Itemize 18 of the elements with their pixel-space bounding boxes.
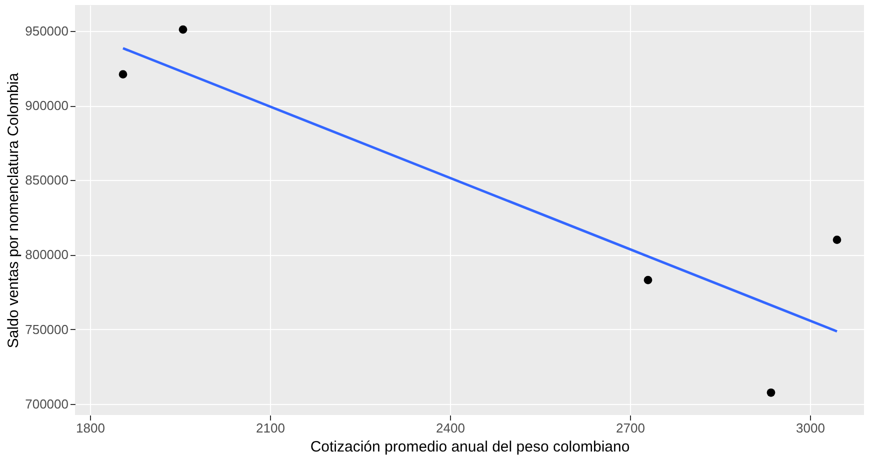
x-tick-label: 2400 xyxy=(436,420,465,436)
y-tick-label: 950000 xyxy=(25,24,68,39)
y-axis-title: Saldo ventas por nomenclatura Colombia xyxy=(5,72,22,348)
y-tick-label: 750000 xyxy=(25,322,68,337)
x-tick-label: 2700 xyxy=(616,420,645,436)
point xyxy=(118,70,128,78)
y-tick-label: 850000 xyxy=(25,172,68,188)
y-tick-label: 800000 xyxy=(25,247,68,262)
x-tick-label: 2100 xyxy=(256,420,285,436)
point xyxy=(178,25,188,34)
x-axis-title: Cotización promedio anual del peso colombiano xyxy=(310,438,630,456)
y-tick-label: 700000 xyxy=(25,396,68,412)
point xyxy=(832,236,842,244)
point xyxy=(644,276,652,284)
point xyxy=(766,388,776,397)
x-tick-label: 1800 xyxy=(76,420,105,436)
y-tick-label: 900000 xyxy=(25,98,68,114)
x-tick-label: 3000 xyxy=(796,420,825,436)
